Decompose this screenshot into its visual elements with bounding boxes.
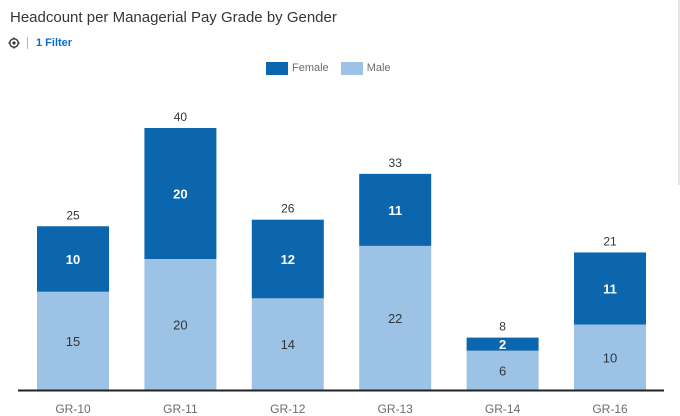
bar-male-gr-13[interactable] (359, 245, 432, 390)
total-label-gr-13: 33 (389, 156, 403, 170)
chart-title: Headcount per Managerial Pay Grade by Ge… (10, 9, 337, 26)
chart-legend: Female Male (266, 60, 403, 76)
x-tick-label-gr-11: GR-11 (163, 402, 198, 416)
filter-separator (27, 37, 28, 49)
legend-label-male: Male (366, 62, 391, 74)
filter-settings-icon[interactable] (8, 37, 20, 49)
data-label-male-gr-10: 15 (66, 334, 80, 349)
legend-swatch-female (266, 61, 288, 75)
bar-male-gr-10[interactable] (37, 291, 109, 390)
data-label-male-gr-16: 10 (603, 350, 617, 365)
bar-female-gr-16[interactable] (574, 252, 646, 325)
total-label-gr-12: 26 (281, 202, 295, 216)
data-label-female-gr-12: 12 (281, 252, 295, 267)
data-label-male-gr-12: 14 (281, 337, 295, 352)
total-label-gr-11: 40 (174, 110, 188, 124)
total-label-gr-10: 25 (66, 208, 80, 222)
panel-edge (678, 0, 680, 185)
legend-item-male[interactable]: Male (340, 61, 391, 75)
bar-male-gr-11[interactable] (144, 259, 217, 390)
data-label-male-gr-14: 6 (499, 363, 506, 378)
data-label-female-gr-16: 11 (603, 281, 617, 296)
legend-item-female[interactable]: Female (266, 61, 329, 75)
x-tick-label-gr-12: GR-12 (270, 402, 306, 416)
bar-female-gr-12[interactable] (251, 219, 324, 299)
bar-female-gr-13[interactable] (359, 173, 432, 246)
x-tick-label-gr-13: GR-13 (378, 402, 414, 416)
data-label-female-gr-10: 10 (66, 252, 80, 267)
data-label-female-gr-13: 11 (388, 203, 402, 218)
data-label-male-gr-13: 22 (388, 311, 402, 326)
legend-label-female: Female (292, 62, 329, 74)
total-label-gr-14: 8 (499, 320, 506, 334)
x-tick-label-gr-16: GR-16 (592, 402, 628, 416)
total-label-gr-16: 21 (603, 234, 617, 248)
bar-female-gr-10[interactable] (37, 226, 109, 292)
filter-link[interactable]: 1 Filter (36, 37, 73, 49)
legend-swatch-male (340, 61, 363, 75)
x-tick-label-gr-10: GR-10 (55, 402, 91, 416)
data-label-male-gr-11: 20 (173, 318, 187, 333)
bar-male-gr-12[interactable] (251, 298, 324, 390)
data-label-female-gr-14: 2 (499, 337, 506, 352)
bar-male-gr-16[interactable] (574, 324, 646, 391)
bar-female-gr-14[interactable] (466, 337, 539, 351)
data-label-female-gr-11: 20 (173, 187, 187, 202)
x-tick-label-gr-14: GR-14 (485, 402, 521, 416)
bar-female-gr-11[interactable] (144, 128, 217, 259)
bar-male-gr-14[interactable] (466, 350, 539, 390)
filter-bar[interactable]: 1 Filter (8, 35, 72, 51)
